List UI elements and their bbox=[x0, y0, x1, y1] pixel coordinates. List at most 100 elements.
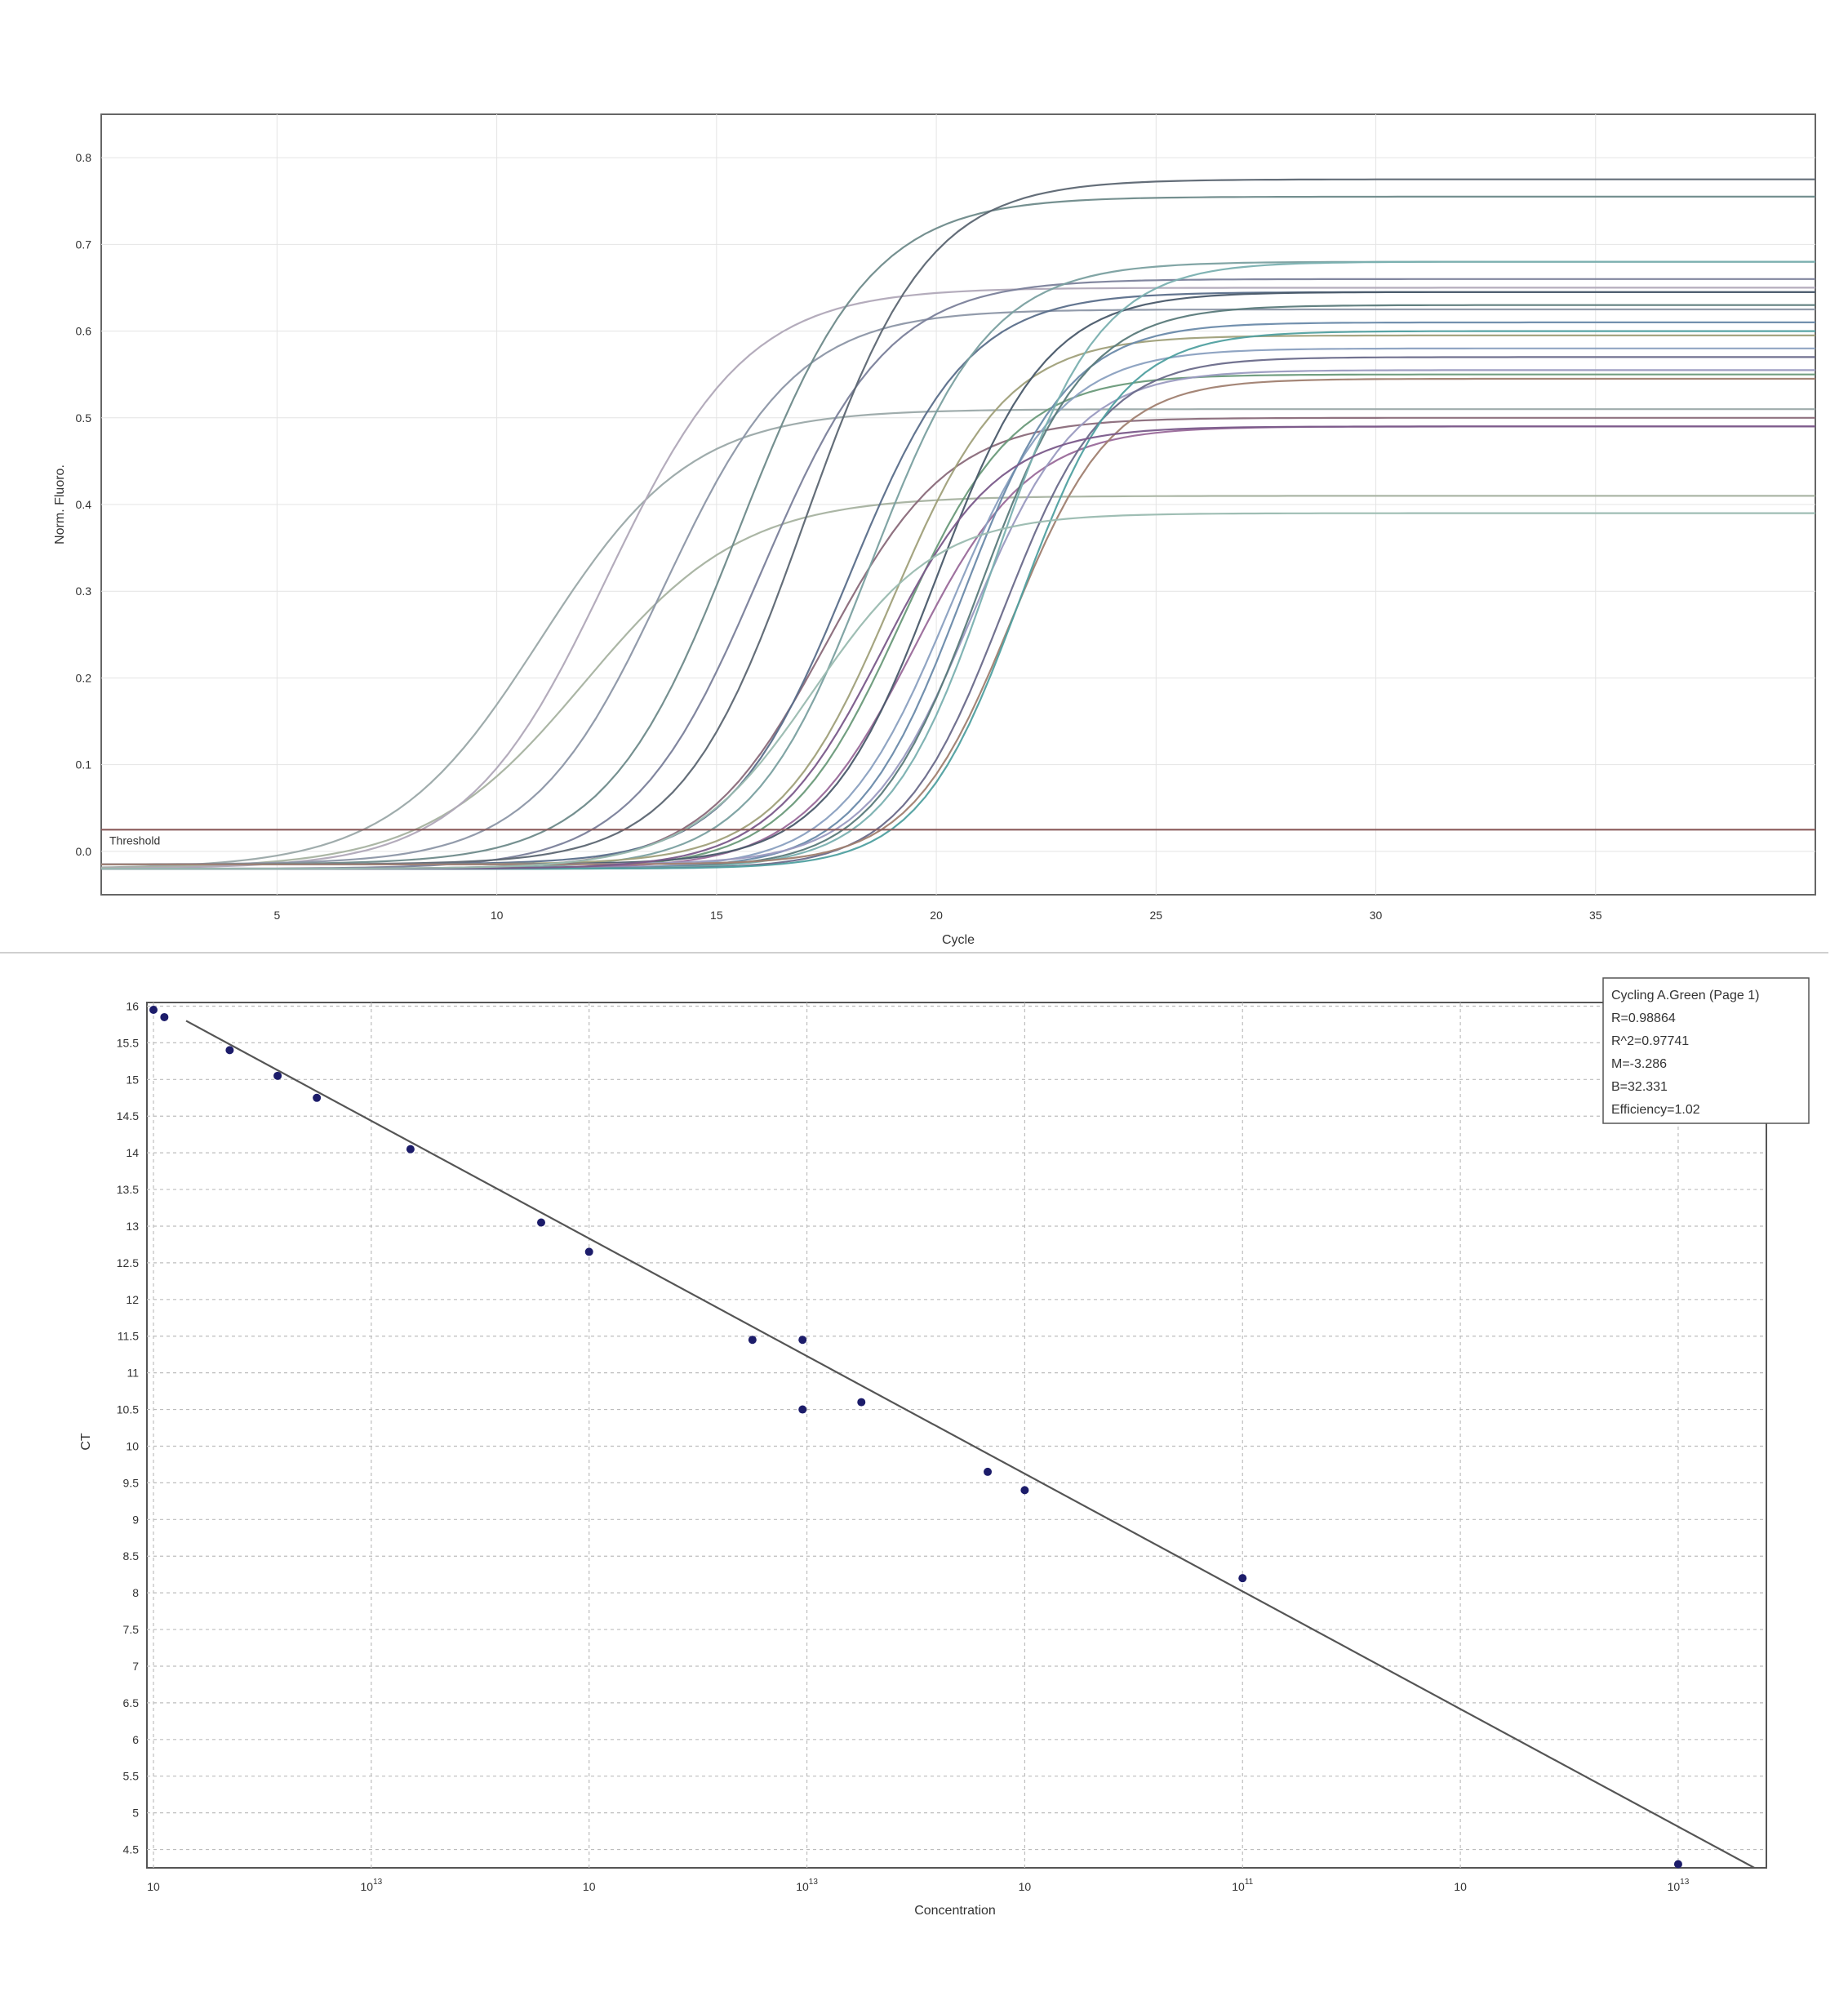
amplification-x-tick-label: 5 bbox=[273, 909, 280, 922]
amplification-curve bbox=[100, 287, 1815, 869]
standard-curve-point bbox=[1238, 1574, 1247, 1583]
amplification-y-axis-label: Norm. Fluoro. bbox=[53, 465, 67, 545]
standard-curve-y-tick-label: 5 bbox=[132, 1807, 139, 1820]
amplification-x-tick-label: 10 bbox=[491, 909, 504, 922]
standard-curve-y-tick-label: 8.5 bbox=[123, 1549, 140, 1563]
standard-curve-legend: Cycling A.Green (Page 1) R=0.98864 R^2=0… bbox=[1602, 977, 1810, 1124]
amplification-x-tick-label: 35 bbox=[1589, 909, 1602, 922]
amplification-x-axis-label: Cycle bbox=[942, 933, 975, 947]
amplification-x-tick-label: 25 bbox=[1150, 909, 1163, 922]
standard-curve-point bbox=[584, 1247, 593, 1256]
standard-curve-y-tick-label: 7 bbox=[132, 1660, 139, 1673]
amplification-curve bbox=[100, 408, 1815, 869]
standard-curve-point bbox=[798, 1405, 807, 1414]
amplification-y-ticks: 0.0 0.1 0.2 0.3 0.4 0.5 0.6 0.7 0.8 bbox=[76, 151, 92, 858]
amplification-curves bbox=[100, 178, 1815, 870]
standard-curve-y-tick-label: 12.5 bbox=[117, 1256, 139, 1269]
standard-curve-point bbox=[798, 1336, 807, 1345]
standard-curve-point bbox=[313, 1093, 322, 1102]
standard-curve-point bbox=[225, 1046, 234, 1055]
legend-box bbox=[1602, 977, 1810, 1124]
amplification-y-tick-label: 0.4 bbox=[76, 498, 92, 511]
legend-line-4: M=-3.286 bbox=[1611, 1057, 1667, 1071]
standard-curve-y-tick-label: 11 bbox=[127, 1367, 139, 1380]
amplification-y-tick-label: 0.7 bbox=[76, 238, 92, 251]
amplification-y-tick-label: 0.1 bbox=[76, 758, 92, 771]
standard-curve-point bbox=[273, 1071, 282, 1080]
standard-curve-y-tick-label: 13 bbox=[126, 1220, 139, 1233]
amplification-y-tick-label: 0.2 bbox=[76, 671, 92, 684]
standard-curve-x-axis-label: Concentration bbox=[914, 1904, 996, 1918]
legend-line-6: Efficiency=1.02 bbox=[1611, 1103, 1700, 1117]
amplification-curve bbox=[101, 278, 1815, 870]
amplification-y-tick-label: 0.6 bbox=[76, 325, 92, 338]
standard-curve-y-tick-label: 10 bbox=[126, 1439, 139, 1452]
standard-curve-points bbox=[149, 1005, 1682, 1869]
standard-curve-point bbox=[1673, 1860, 1682, 1869]
standard-curve-y-tick-label: 5.5 bbox=[123, 1770, 140, 1783]
amplification-chart: Threshold 0.0 0.1 0.2 0.3 0.4 0.5 0.6 0.7 0.8 5 1… bbox=[53, 113, 1816, 947]
legend-line-3: R^2=0.97741 bbox=[1611, 1034, 1689, 1048]
standard-curve-y-tick-label: 7.5 bbox=[123, 1623, 140, 1636]
threshold-label: Threshold bbox=[109, 834, 160, 847]
standard-curve-y-tick-label: 15.5 bbox=[117, 1036, 139, 1049]
standard-curve-y-tick-label: 9.5 bbox=[123, 1476, 140, 1489]
standard-curve-y-tick-label: 15 bbox=[126, 1073, 139, 1086]
amplification-grid bbox=[101, 114, 1815, 895]
standard-curve-y-tick-label: 16 bbox=[126, 999, 139, 1012]
standard-curve-point bbox=[857, 1398, 866, 1407]
amplification-curve bbox=[101, 195, 1815, 865]
standard-curve-x-tick-label: 10 bbox=[583, 1880, 596, 1893]
amplification-x-tick-label: 15 bbox=[710, 909, 723, 922]
legend-line-5: B=32.331 bbox=[1611, 1080, 1668, 1094]
threshold-line-group: Threshold bbox=[101, 829, 1815, 847]
standard-curve-x-tick-label: 1013 bbox=[796, 1878, 818, 1893]
standard-curve-point bbox=[984, 1467, 993, 1476]
standard-curve-x-tick-label: 1011 bbox=[1232, 1878, 1253, 1893]
standard-curve-fit-line bbox=[185, 1020, 1755, 1869]
amplification-curve bbox=[101, 512, 1815, 870]
amplification-curve bbox=[101, 308, 1815, 865]
amplification-y-tick-label: 0.5 bbox=[76, 411, 92, 425]
standard-curve-point bbox=[536, 1218, 545, 1227]
standard-curve-x-tick-label: 1013 bbox=[1668, 1878, 1690, 1893]
standard-curve-point bbox=[149, 1005, 158, 1014]
standard-curve-y-tick-label: 6.5 bbox=[123, 1696, 140, 1709]
standard-curve-point bbox=[748, 1336, 757, 1345]
standard-curve-y-tick-label: 13.5 bbox=[117, 1183, 139, 1196]
standard-curve-y-axis-label: CT bbox=[79, 1433, 93, 1451]
standard-curve-y-tick-label: 9 bbox=[132, 1513, 139, 1526]
amplification-x-tick-label: 20 bbox=[930, 909, 943, 922]
standard-curve-x-tick-label: 1013 bbox=[360, 1878, 382, 1893]
standard-curve-y-tick-label: 14 bbox=[126, 1146, 139, 1159]
standard-curve-y-tick-label: 4.5 bbox=[123, 1843, 140, 1856]
standard-curve-x-tick-label: 10 bbox=[147, 1880, 160, 1893]
standard-curve-y-tick-label: 8 bbox=[132, 1586, 139, 1599]
amplification-curve bbox=[101, 377, 1815, 865]
amplification-y-tick-label: 0.8 bbox=[76, 151, 92, 164]
amplification-x-ticks: 5 10 15 20 25 30 35 bbox=[273, 909, 1601, 922]
standard-curve-y-ticks: 4.5 5 5.5 6 6.5 7 7.5 8 8.5 9 9.5 10 10.5 11 11.5 12 12.… bbox=[117, 999, 139, 1856]
legend-line-2: R=0.98864 bbox=[1611, 1011, 1676, 1025]
standard-curve-point bbox=[1020, 1486, 1029, 1495]
standard-curve-x-tick-label: 10 bbox=[1019, 1880, 1032, 1893]
amplification-y-tick-label: 0.0 bbox=[76, 845, 92, 858]
amplification-curve bbox=[100, 495, 1815, 869]
standard-curve-fit bbox=[185, 1020, 1755, 1869]
standard-curve-plot-frame bbox=[146, 1002, 1767, 1869]
section-divider bbox=[0, 952, 1828, 954]
amplification-y-tick-label: 0.3 bbox=[76, 585, 92, 598]
legend-line-1: Cycling A.Green (Page 1) bbox=[1611, 989, 1759, 1002]
standard-curve-y-tick-label: 10.5 bbox=[117, 1403, 139, 1416]
standard-curve-x-tick-label: 10 bbox=[1454, 1880, 1467, 1893]
standard-curve-y-tick-label: 12 bbox=[126, 1293, 139, 1306]
standard-curve-y-tick-label: 11.5 bbox=[118, 1330, 139, 1343]
standard-curve-point bbox=[160, 1012, 169, 1021]
standard-curve-y-tick-label: 14.5 bbox=[117, 1109, 139, 1122]
standard-curve-grid bbox=[147, 1002, 1766, 1868]
standard-curve-x-ticks: 10 1013 10 1013 10 1011 10 1013 bbox=[147, 1878, 1690, 1893]
standard-curve-y-tick-label: 6 bbox=[132, 1733, 139, 1746]
standard-curve-point bbox=[406, 1145, 415, 1154]
amplification-x-tick-label: 30 bbox=[1370, 909, 1383, 922]
